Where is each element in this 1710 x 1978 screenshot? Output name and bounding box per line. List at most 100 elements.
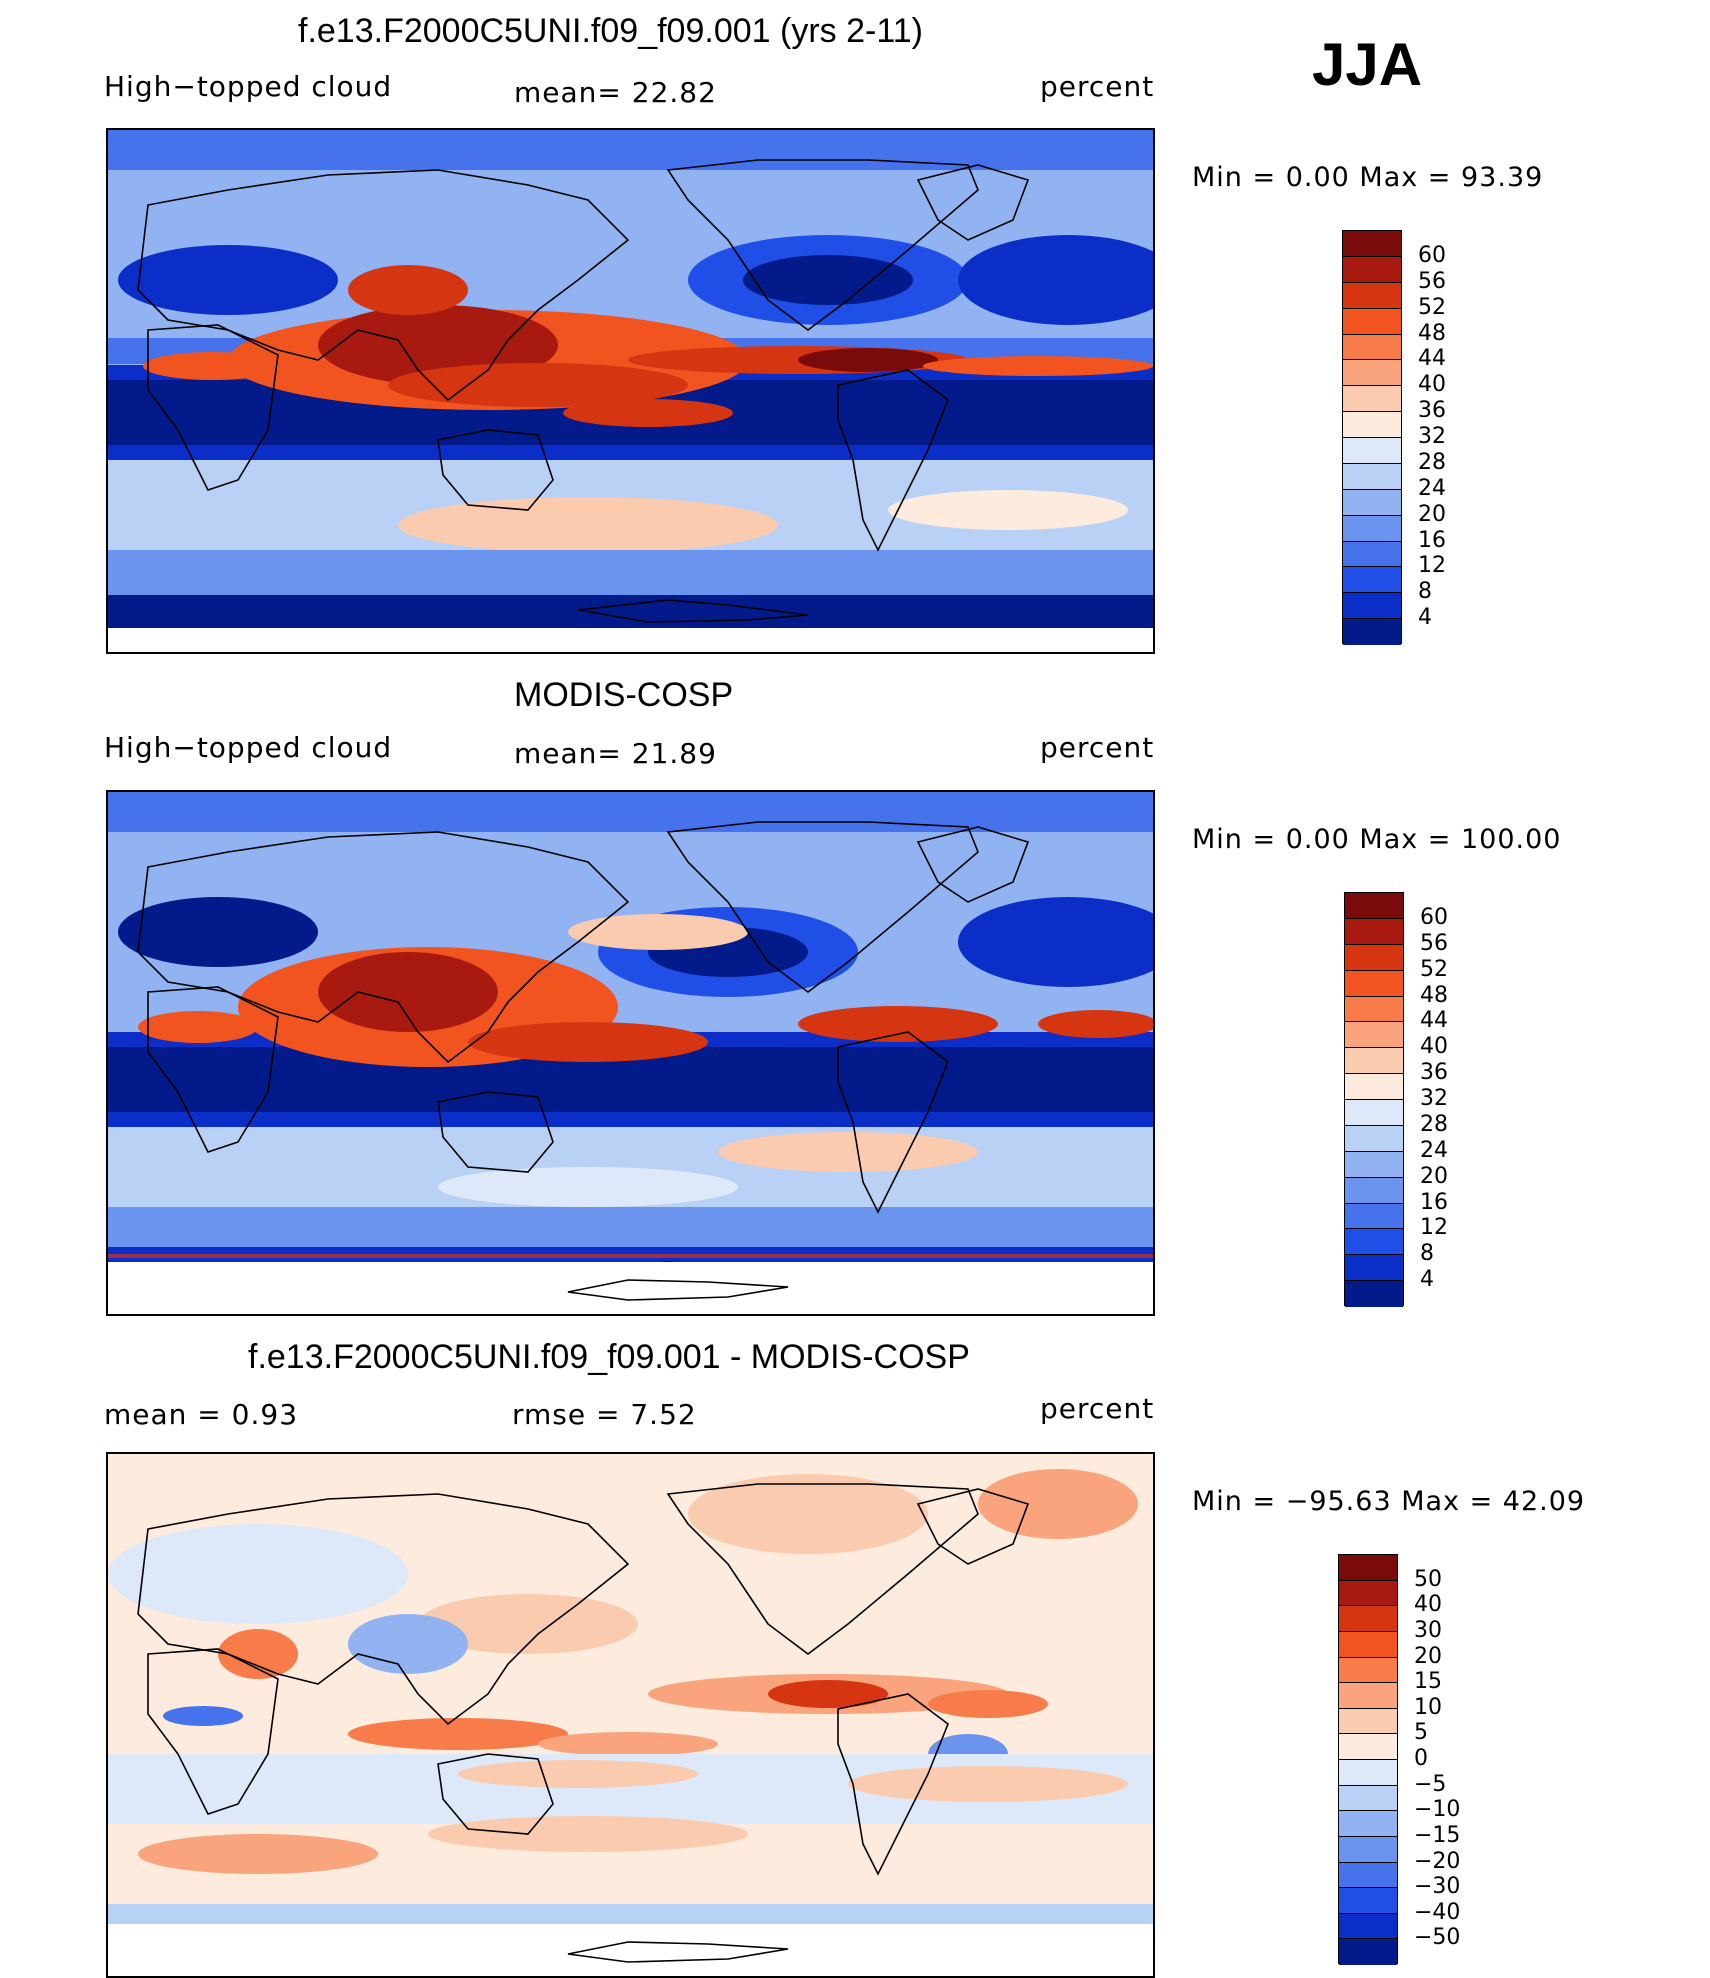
colorbar-segment	[1339, 1734, 1397, 1760]
panel-3-colorbar-box	[1338, 1554, 1398, 1965]
colorbar-tick-label: 36	[1418, 398, 1446, 424]
colorbar-tick-label: 20	[1414, 1643, 1442, 1669]
colorbar-tick-label: −40	[1414, 1899, 1461, 1925]
colorbar-tick-label: 24	[1420, 1137, 1448, 1163]
colorbar-tick-label: 28	[1420, 1111, 1448, 1137]
panel-1-mean-label: mean= 22.82	[514, 76, 717, 109]
colorbar-tick-label: 28	[1418, 449, 1446, 475]
colorbar-tick-label: 36	[1420, 1060, 1448, 1086]
panel-1-units-label: percent	[1040, 70, 1155, 103]
colorbar-segment	[1345, 1125, 1403, 1152]
colorbar-segment	[1343, 282, 1401, 309]
colorbar-tick-label: 15	[1414, 1669, 1442, 1695]
colorbar-tick-label: 10	[1414, 1694, 1442, 1720]
colorbar-tick-label: 5	[1414, 1720, 1428, 1746]
panel-2-map-field	[108, 792, 1153, 1314]
colorbar-segment	[1339, 1913, 1397, 1940]
colorbar-segment	[1339, 1785, 1397, 1812]
panel-2-mean-label: mean= 21.89	[514, 737, 717, 770]
colorbar-tick-label: 12	[1420, 1215, 1448, 1241]
colorbar-tick-label: −50	[1414, 1925, 1461, 1951]
colorbar-tick-label: −30	[1414, 1874, 1461, 1900]
season-label: JJA	[1312, 31, 1423, 98]
colorbar-tick-label: 56	[1420, 930, 1448, 956]
colorbar-tick-label: 0	[1414, 1746, 1428, 1771]
colorbar-segment	[1343, 438, 1401, 464]
colorbar-tick-label: 4	[1418, 605, 1432, 631]
colorbar-segment	[1345, 970, 1403, 997]
colorbar-segment	[1345, 1177, 1403, 1204]
panel-3-mean-label: mean = 0.93	[104, 1398, 299, 1431]
colorbar-segment	[1343, 515, 1401, 542]
colorbar-segment	[1343, 463, 1401, 490]
panel-2-minmax: Min = 0.00 Max = 100.00	[1192, 824, 1562, 855]
colorbar-segment	[1343, 619, 1401, 645]
colorbar-segment	[1345, 1229, 1403, 1256]
colorbar-tick-label: 40	[1414, 1592, 1442, 1618]
colorbar-segment	[1343, 360, 1401, 387]
colorbar-segment	[1345, 1203, 1403, 1230]
colorbar-tick-label: 40	[1418, 372, 1446, 398]
panel-2-variable-label: High−topped cloud	[104, 731, 393, 764]
colorbar-tick-label: 44	[1420, 1008, 1448, 1034]
panel-2-title: MODIS-COSP	[514, 676, 734, 714]
colorbar-segment	[1345, 1281, 1403, 1307]
colorbar-segment	[1345, 1048, 1403, 1075]
colorbar-segment	[1339, 1939, 1397, 1965]
panel-3-map-field	[108, 1454, 1153, 1976]
panel-1-map	[106, 128, 1155, 654]
panel-2-colorbar: 60 56 52 48 44 40 36 32 28 24 20 16 12 8 4	[1344, 892, 1484, 1307]
colorbar-tick-label: 48	[1420, 982, 1448, 1008]
colorbar-tick-label: 44	[1418, 346, 1446, 372]
colorbar-tick-label: 32	[1418, 424, 1446, 449]
colorbar-segment	[1343, 386, 1401, 413]
colorbar-tick-label: 48	[1418, 320, 1446, 346]
colorbar-segment	[1343, 593, 1401, 620]
colorbar-segment	[1345, 1074, 1403, 1100]
colorbar-tick-label: 52	[1420, 956, 1448, 982]
colorbar-segment	[1339, 1606, 1397, 1632]
colorbar-segment	[1339, 1888, 1397, 1914]
colorbar-segment	[1343, 231, 1401, 257]
colorbar-segment	[1339, 1683, 1397, 1709]
colorbar-tick-label: −20	[1414, 1848, 1461, 1874]
colorbar-segment	[1345, 1100, 1403, 1126]
colorbar-tick-label: −15	[1414, 1822, 1461, 1848]
colorbar-segment	[1339, 1760, 1397, 1786]
colorbar-tick-label: 8	[1418, 579, 1432, 605]
colorbar-segment	[1345, 1151, 1403, 1178]
colorbar-tick-label: 24	[1418, 475, 1446, 501]
colorbar-segment	[1339, 1555, 1397, 1581]
panel-3-colorbar: 50 40 30 20 15 10 5 0 −5 −10 −15 −20 −30 −40 −50	[1338, 1554, 1488, 1968]
colorbar-segment	[1339, 1708, 1397, 1735]
panel-1-minmax: Min = 0.00 Max = 93.39	[1192, 162, 1544, 193]
colorbar-segment	[1345, 893, 1403, 919]
panel-3-units-label: percent	[1040, 1392, 1155, 1425]
panel-3-minmax: Min = −95.63 Max = 42.09	[1192, 1486, 1586, 1517]
colorbar-segment	[1345, 1255, 1403, 1282]
colorbar-tick-label: 50	[1414, 1566, 1442, 1592]
panel-3-map	[106, 1452, 1155, 1978]
colorbar-segment	[1343, 334, 1401, 361]
panel-2-colorbar-box	[1344, 892, 1404, 1307]
colorbar-tick-label: −10	[1414, 1797, 1461, 1823]
panel-2-units-label: percent	[1040, 731, 1155, 764]
colorbar-segment	[1339, 1836, 1397, 1863]
colorbar-segment	[1343, 489, 1401, 516]
colorbar-segment	[1339, 1811, 1397, 1837]
colorbar-segment	[1339, 1631, 1397, 1658]
colorbar-tick-label: 4	[1420, 1267, 1434, 1293]
panel-1-variable-label: High−topped cloud	[104, 70, 393, 103]
colorbar-segment	[1345, 996, 1403, 1023]
colorbar-segment	[1343, 308, 1401, 335]
colorbar-segment	[1339, 1580, 1397, 1607]
colorbar-tick-label: 60	[1418, 242, 1446, 268]
colorbar-segment	[1339, 1862, 1397, 1889]
panel-1-map-field	[108, 130, 1153, 652]
colorbar-tick-label: 12	[1418, 553, 1446, 579]
colorbar-tick-label: 52	[1418, 294, 1446, 320]
colorbar-segment	[1345, 1022, 1403, 1049]
colorbar-tick-label: 16	[1420, 1189, 1448, 1215]
colorbar-tick-label: 32	[1420, 1086, 1448, 1111]
colorbar-segment	[1339, 1657, 1397, 1684]
